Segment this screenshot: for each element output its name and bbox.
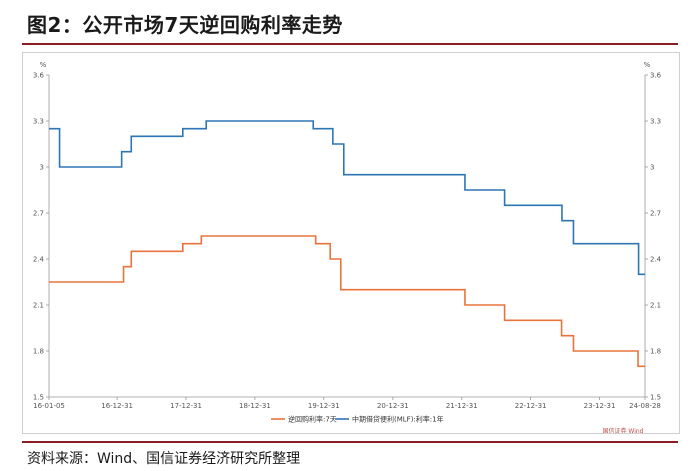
- x-tick-label: 23-12-31: [584, 402, 616, 410]
- chart-panel: %% 1.5 1.5 1.8 1.8 2.1 2.1 2.4 2.4 2.7 2.7 3 3 3.3 3.3…: [22, 52, 680, 434]
- left-y-tick-label: 1.8: [33, 348, 44, 356]
- series-line-reverse-repo-7d: [49, 235, 645, 368]
- right-y-tick-label: 2.1: [650, 302, 661, 310]
- left-y-tick-label: 3: [40, 164, 44, 172]
- right-y-tick-label: 1.8: [650, 348, 661, 356]
- source-note: 资料来源：Wind、国信证券经济研究所整理: [27, 451, 301, 467]
- left-y-tick-label: 2.1: [33, 302, 44, 310]
- title-divider: [22, 43, 678, 45]
- left-y-tick-label: 2.7: [33, 210, 44, 218]
- x-tick-label: 19-12-31: [308, 402, 340, 410]
- x-tick-label: 21-12-31: [446, 402, 478, 410]
- right-y-tick-label: 3.3: [650, 118, 661, 126]
- legend-label-mlf-1y: 中期借贷便利(MLF):利率:1年: [352, 415, 444, 424]
- right-unit-label: %: [644, 61, 651, 69]
- title-bar: 图2：公开市场7天逆回购利率走势: [0, 0, 700, 44]
- right-y-tick-label: 2.7: [650, 210, 661, 218]
- right-y-tick-label: 2.4: [650, 256, 662, 264]
- right-y-tick-label: 3: [650, 164, 654, 172]
- right-y-tick-label: 1.5: [650, 394, 661, 402]
- left-y-tick-label: 1.5: [33, 394, 44, 402]
- x-tick-label: 18-12-31: [239, 402, 271, 410]
- left-y-tick-label: 3.6: [33, 72, 45, 80]
- left-y-tick-label: 3.3: [33, 118, 44, 126]
- left-y-tick-label: 2.4: [33, 256, 45, 264]
- left-unit-label: %: [40, 61, 47, 69]
- corner-note: 国信证券 Wind: [603, 427, 644, 433]
- x-tick-label: 17-12-31: [170, 402, 202, 410]
- rate-line-chart: % % 1.5 1.5 1.8 1.8 2.1 2.1 2.4 2.4 2.7 2.7 3 3 3.3 3.3…: [33, 61, 662, 433]
- chart-title: 图2：公开市场7天逆回购利率走势: [27, 13, 343, 37]
- right-y-tick-label: 3.6: [650, 72, 662, 80]
- legend-label-reverse-repo-7d: 逆回购利率:7天: [288, 415, 337, 424]
- x-tick-label: 16-01-05: [33, 402, 65, 410]
- x-tick-label: 16-12-31: [101, 402, 133, 410]
- footer-divider: [22, 441, 678, 443]
- series-line-mlf-1y: [49, 120, 645, 276]
- x-tick-label: 22-12-31: [515, 402, 547, 410]
- x-tick-label: 20-12-31: [377, 402, 409, 410]
- x-tick-label: 24-08-28: [629, 402, 661, 410]
